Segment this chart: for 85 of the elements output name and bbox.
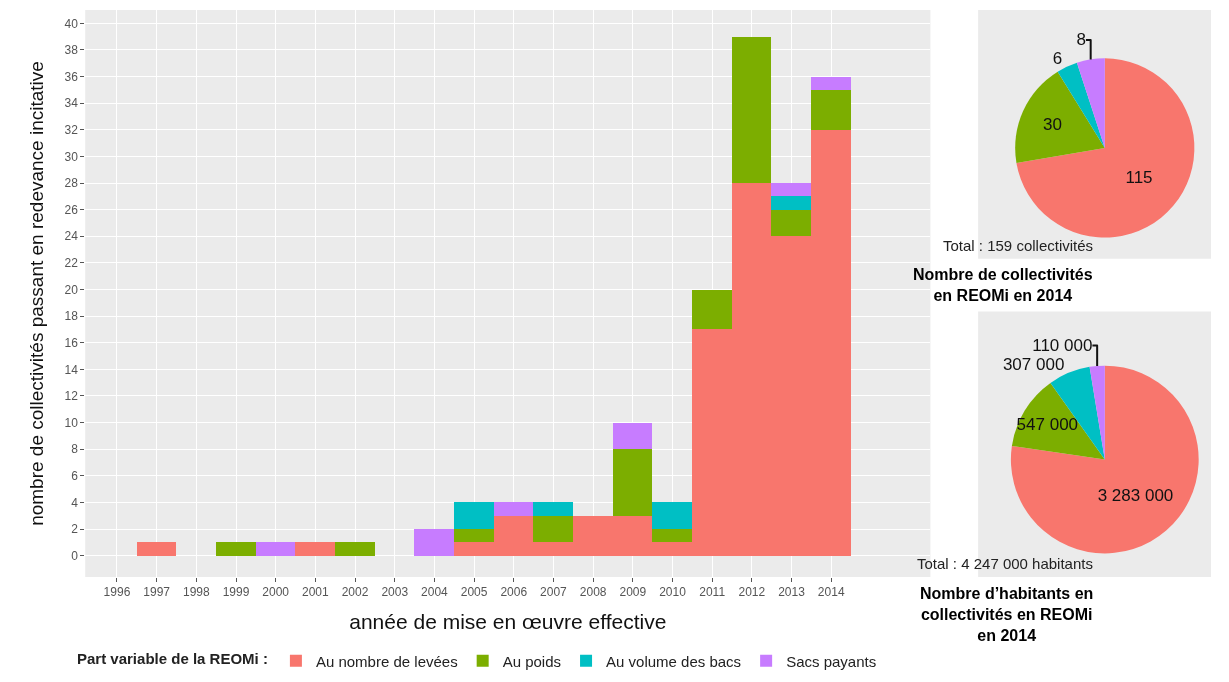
y-tick-label: 32: [64, 122, 79, 137]
y-tick-label: 40: [64, 16, 79, 31]
y-tick-label: 30: [64, 149, 79, 164]
x-tick-label: 2003: [381, 585, 409, 600]
x-tick-label: 1999: [222, 585, 250, 600]
y-tick-label: 22: [64, 256, 79, 271]
bar: [295, 542, 336, 556]
bar: [613, 423, 653, 449]
x-tick-label: 2012: [738, 585, 766, 600]
bar: [811, 90, 852, 130]
bar: [613, 449, 653, 516]
y-tick-label: 2: [71, 522, 79, 537]
x-tick-label: 2007: [540, 585, 568, 600]
bar: [494, 502, 534, 516]
y-tick-label: 6: [71, 469, 79, 484]
pie-slice: [1089, 365, 1105, 460]
x-tick-label: 2004: [421, 585, 449, 600]
text: Nombre de collectivités en REOMi en 2014: [913, 266, 1093, 304]
y-tick-label: 26: [64, 202, 79, 217]
bar: [256, 542, 296, 556]
y-tick-label: 12: [64, 389, 79, 404]
legend-label: Sacs payants: [786, 652, 877, 670]
pie-slice: [1076, 58, 1105, 148]
pie-slice: [1011, 382, 1105, 460]
y-axis-title: nombre de collectivités passant en redevance incitative: [26, 61, 48, 526]
x-tick-label: 2008: [579, 585, 607, 600]
legend-label: Au poids: [502, 652, 562, 670]
y-tick-label: 28: [64, 176, 79, 191]
x-tick-label: 1997: [143, 585, 171, 600]
bar: [335, 542, 376, 556]
text: Total : 4 247 000 habitants: [917, 555, 1093, 572]
x-tick-label: 2013: [778, 585, 806, 600]
y-tick-label: 38: [64, 43, 79, 58]
bar: [771, 183, 812, 196]
data-label: 3 283 000: [1097, 485, 1174, 505]
bar: [652, 529, 693, 542]
bar: [216, 542, 257, 556]
bar: [771, 196, 812, 210]
y-tick-label: 20: [64, 282, 79, 297]
bar: [811, 77, 852, 90]
y-tick-label: 10: [64, 415, 79, 430]
data-label: 30: [1042, 115, 1062, 135]
x-axis-title: année de mise en œuvre effective: [349, 609, 667, 633]
y-tick-label: 36: [64, 69, 79, 84]
bar: [454, 502, 495, 529]
legend-label: Au nombre de levées: [315, 652, 458, 670]
bar: [454, 529, 495, 542]
data-label: 547 000: [1016, 415, 1079, 435]
x-tick-label: 2006: [500, 585, 528, 600]
bar: [732, 37, 772, 183]
x-tick-label: 2010: [659, 585, 687, 600]
bar: [414, 529, 455, 556]
legend-title: Part variable de la REOMi :: [77, 649, 268, 667]
bar: [533, 516, 574, 542]
data-label: 115: [1125, 167, 1153, 187]
bar: [533, 502, 574, 516]
x-tick-label: 2001: [302, 585, 330, 600]
bar: [692, 290, 733, 329]
x-tick-label: 2005: [460, 585, 488, 600]
legend-label: Au volume des bacs: [606, 652, 742, 670]
text: Nombre d’habitants en collectivités en REOMi en 2014: [920, 585, 1094, 644]
y-tick-label: 34: [64, 96, 79, 111]
data-label: 6: [1052, 49, 1063, 69]
bar: [137, 542, 177, 556]
y-tick-label: 16: [64, 335, 79, 350]
y-tick-label: 4: [71, 495, 79, 510]
data-label: 110 000: [1032, 336, 1093, 356]
data-label: 307 000: [1002, 355, 1065, 375]
y-tick-label: 0: [71, 548, 79, 563]
x-tick-label: 1998: [182, 585, 210, 600]
x-tick-label: 2000: [262, 585, 290, 600]
data-label: 8: [1076, 30, 1086, 50]
x-tick-label: 2014: [817, 585, 845, 600]
bar: [652, 502, 693, 529]
x-tick-label: 2009: [619, 585, 647, 600]
y-tick-label: 24: [64, 229, 79, 244]
text: Total : 159 collectivités: [943, 237, 1094, 254]
bar: [771, 210, 812, 236]
y-tick-label: 14: [64, 362, 79, 377]
y-tick-label: 8: [71, 442, 79, 457]
x-tick-label: 2002: [341, 585, 369, 600]
y-tick-label: 18: [64, 309, 79, 324]
pie-slice: [1015, 71, 1105, 163]
x-tick-label: 1996: [103, 585, 131, 600]
x-tick-label: 2011: [699, 585, 726, 600]
